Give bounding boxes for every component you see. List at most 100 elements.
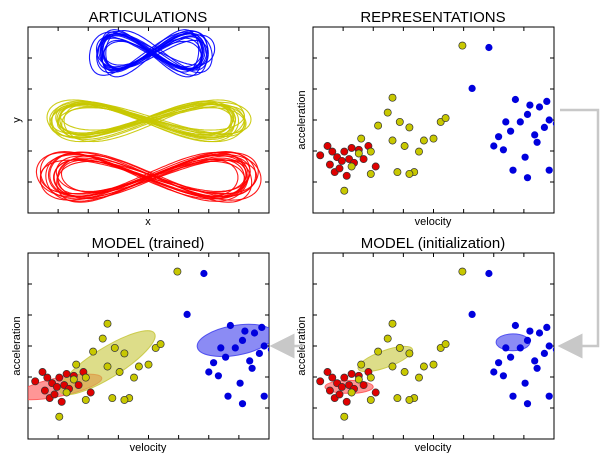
data-point: [509, 166, 517, 174]
trajectory-curve: [101, 34, 216, 66]
data-point: [371, 388, 380, 397]
data-point: [357, 134, 366, 143]
data-point: [238, 400, 247, 408]
data-point: [400, 368, 409, 376]
data-point: [340, 373, 349, 382]
data-point: [328, 373, 337, 382]
data-point: [523, 400, 532, 408]
data-point: [325, 160, 334, 169]
data-point: [419, 136, 428, 145]
data-point: [523, 174, 532, 182]
data-point: [357, 360, 366, 369]
trajectory-curve: [50, 103, 245, 143]
data-point: [342, 171, 351, 180]
data-point: [43, 373, 52, 382]
data-point: [108, 394, 117, 403]
data-point: [545, 166, 553, 174]
data-point: [55, 412, 64, 421]
data-point: [490, 368, 498, 376]
data-point: [415, 373, 423, 382]
data-point: [526, 101, 534, 109]
data-point: [173, 267, 182, 276]
data-point: [552, 121, 554, 127]
data-point: [316, 151, 325, 160]
data-point: [62, 369, 71, 378]
data-point: [560, 72, 567, 79]
data-point: [441, 114, 450, 123]
data-point: [415, 147, 423, 156]
data-point: [337, 382, 346, 391]
data-point: [120, 395, 129, 404]
data-point: [468, 84, 476, 92]
data-point: [55, 373, 64, 382]
data-point: [200, 269, 208, 278]
data-point: [325, 386, 334, 395]
data-point: [72, 360, 81, 369]
data-point: [273, 361, 280, 368]
data-point: [558, 135, 565, 142]
data-point: [231, 344, 239, 352]
panel-articulations: ARTICULATIONS x y: [11, 9, 270, 228]
data-point: [543, 97, 551, 105]
data-point: [342, 397, 351, 406]
data-point: [405, 349, 414, 358]
data-point: [509, 392, 517, 400]
data-point: [275, 298, 282, 305]
data-point: [371, 162, 380, 171]
y-axis-label: y: [11, 117, 23, 123]
data-point: [393, 168, 402, 177]
data-point: [328, 147, 337, 156]
trajectory-curve: [45, 153, 249, 202]
panel-title: MODEL (trained): [92, 235, 205, 252]
data-point: [354, 375, 363, 384]
data-point: [552, 347, 554, 353]
data-point: [388, 93, 397, 102]
data-point: [533, 138, 541, 146]
data-point: [255, 349, 263, 357]
data-point: [507, 127, 515, 135]
data-point: [31, 377, 40, 386]
data-point: [458, 41, 467, 50]
panel-representations: REPRESENTATIONS velocity acceleration: [296, 9, 567, 228]
data-point: [366, 147, 375, 156]
data-point: [337, 156, 346, 165]
data-point: [260, 392, 268, 400]
data-point: [560, 298, 567, 305]
data-point: [531, 357, 539, 365]
model-layer: [316, 267, 567, 421]
data-point: [144, 360, 153, 369]
data-point: [110, 343, 119, 352]
data-point: [393, 394, 402, 403]
y-axis-label: acceleration: [296, 90, 308, 149]
data-point: [545, 392, 553, 400]
data-point: [86, 388, 95, 397]
data-point: [347, 369, 356, 378]
data-point: [429, 360, 438, 369]
data-point: [468, 310, 476, 318]
data-point: [458, 267, 467, 276]
data-point: [502, 344, 510, 352]
data-point: [502, 118, 510, 126]
data-point: [115, 368, 124, 376]
data-point: [516, 118, 524, 126]
data-point: [323, 142, 332, 150]
data-point: [287, 303, 294, 310]
data-point: [241, 327, 249, 335]
data-point: [130, 373, 138, 382]
trajectory-curve: [95, 36, 204, 68]
data-point: [134, 362, 143, 371]
x-axis-label: velocity: [130, 442, 167, 453]
panel-title: REPRESENTATIONS: [360, 9, 505, 26]
data-point: [535, 103, 544, 111]
data-point: [347, 162, 356, 171]
data-point: [495, 133, 503, 141]
x-axis-label: x: [145, 216, 151, 228]
data-point: [545, 342, 553, 350]
data-point: [214, 372, 222, 380]
data-point: [217, 344, 225, 352]
data-point: [366, 373, 375, 382]
gaussian-ellipse: [357, 345, 414, 373]
data-point: [248, 364, 256, 372]
x-axis-label: velocity: [415, 442, 452, 453]
data-point: [267, 347, 269, 353]
